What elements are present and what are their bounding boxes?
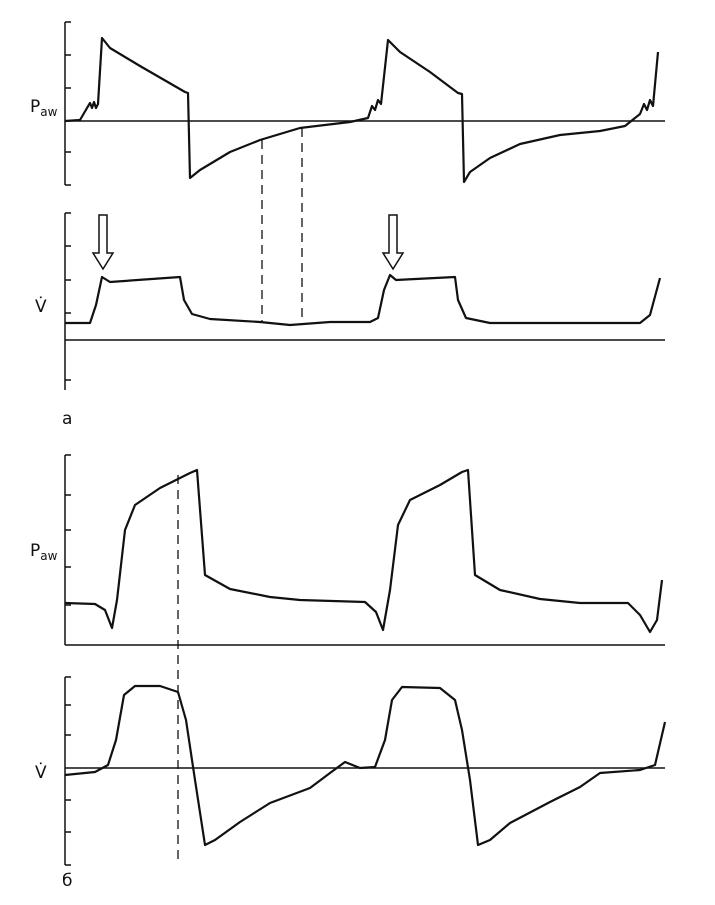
- plot-a-paw: Paw: [30, 21, 665, 186]
- axis-label-main: P: [30, 541, 40, 561]
- plot-b-paw: Paw: [30, 454, 665, 646]
- dashed-marker: [261, 128, 303, 325]
- panel-label: б: [62, 871, 72, 891]
- curve: [64, 468, 664, 634]
- axis-label: Paw: [30, 541, 58, 563]
- axis-label: Paw: [30, 97, 58, 119]
- arrow: [91, 214, 115, 271]
- panel-label: а: [62, 409, 72, 429]
- axes: [64, 212, 665, 390]
- axis-label-sub: aw: [40, 105, 57, 119]
- arrow: [381, 214, 405, 271]
- axes: [64, 21, 665, 186]
- axis-label: V̇: [35, 762, 47, 783]
- curve: [65, 273, 662, 327]
- plot-a-flow: V̇: [35, 212, 665, 390]
- axis-label: V̇: [35, 296, 47, 317]
- axis-label-sub: aw: [40, 549, 57, 563]
- axis-label-main: P: [30, 97, 40, 117]
- plot-b-flow: V̇: [35, 676, 667, 866]
- axes: [64, 676, 665, 866]
- curve: [64, 36, 660, 184]
- axes: [64, 454, 665, 646]
- curve: [64, 684, 667, 847]
